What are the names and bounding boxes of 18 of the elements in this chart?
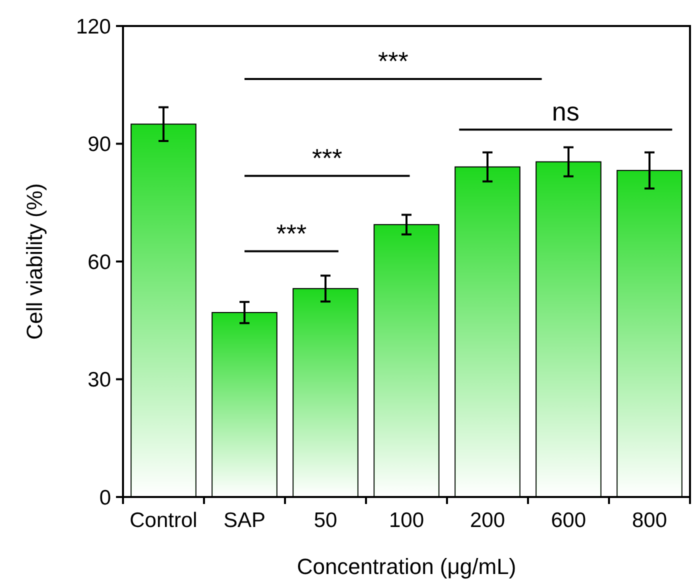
x-tick-label: 600 [550,509,586,532]
x-tick-label: SAP [223,509,266,532]
x-tick-label: 200 [470,509,506,532]
annotation: *** [312,142,342,173]
x-tick-label: 800 [632,509,668,532]
y-tick-label: 30 [88,368,111,392]
annotation: *** [276,218,307,248]
y-tick-label: 60 [88,250,111,274]
y-tick-label: 120 [76,15,111,38]
y-tick-label: 0 [99,486,111,510]
y-tick-label: 90 [88,133,111,156]
x-tick-label: 50 [314,509,338,532]
x-tick-label: Control [130,509,198,532]
annotation: *** [378,46,408,76]
x-tick-label: 100 [388,509,424,532]
annotation: ns [552,96,580,127]
y-axis-title: Cell viability (%) [22,183,47,340]
x-axis-title: Concentration (μg/mL) [296,554,516,579]
